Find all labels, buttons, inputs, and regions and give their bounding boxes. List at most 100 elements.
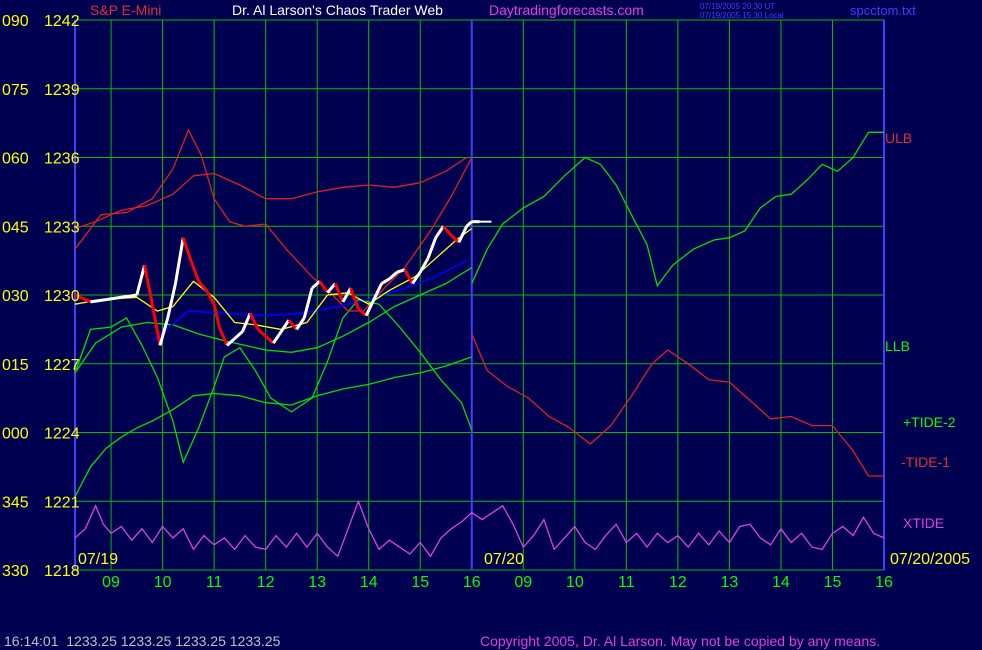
tide-minus-label: -TIDE-1 (901, 454, 950, 470)
x-tick-1: 10 (154, 574, 172, 591)
price-segment-31 (333, 282, 345, 303)
price-segment-6 (143, 264, 154, 305)
tide-plus-label: +TIDE-2 (903, 414, 956, 430)
price-segment-40 (403, 269, 414, 285)
y-tick-degree-1: 075 (2, 82, 29, 99)
price-segment-35 (364, 298, 376, 317)
price-segment-9 (166, 283, 177, 319)
price-segment-14 (205, 289, 216, 305)
lower-band-line (74, 266, 473, 374)
price-segment-17 (226, 337, 236, 347)
price-segment-48 (465, 220, 473, 228)
x-tick-8: 09 (514, 574, 532, 591)
price-segment-4 (121, 293, 138, 299)
x-tick-5: 14 (360, 574, 378, 591)
timestamp-ut: 07/19/2005 20:30 UT (700, 2, 775, 11)
y-tick-price-2: 1236 (44, 151, 80, 168)
price-segment-37 (380, 277, 391, 285)
price-segment-24 (279, 319, 291, 333)
price-segment-42 (418, 257, 430, 273)
date-label-day1: 07/19 (78, 551, 118, 568)
x-tick-10: 11 (618, 574, 635, 591)
ulb-line (74, 128, 473, 312)
llb-line (74, 298, 473, 465)
date-label-day2: 07/20 (484, 551, 524, 568)
x-tick-9: 10 (566, 574, 584, 591)
data-file-name: spcctom.txt (850, 3, 916, 18)
y-tick-price-8: 1218 (44, 563, 80, 580)
x-tick-7: 16 (463, 574, 481, 591)
price-segment-8 (158, 317, 170, 346)
price-segment-15 (212, 303, 221, 328)
y-tick-degree-5: 015 (2, 357, 29, 374)
price-segment-26 (295, 317, 306, 331)
price-segment-41 (411, 271, 422, 285)
y-tick-degree-7: 345 (2, 494, 29, 511)
price-segment-13 (197, 280, 208, 292)
price-segment-39 (396, 268, 406, 274)
x-tick-4: 13 (308, 574, 326, 591)
grid (74, 19, 885, 571)
price-segment-2 (90, 298, 107, 304)
y-tick-price-5: 1227 (44, 357, 80, 374)
y-tick-price-3: 1233 (44, 219, 80, 236)
site-link[interactable]: Daytradingforecasts.com (489, 2, 644, 18)
y-tick-price-4: 1230 (44, 288, 80, 305)
tide-minus-line (471, 333, 884, 477)
price-segment-36 (372, 282, 383, 301)
price-segment-22 (264, 335, 275, 345)
y-tick-degree-6: 000 (2, 426, 29, 443)
llb-label: LLB (885, 338, 910, 354)
price-segment-43 (426, 237, 438, 259)
y-tick-degree-0: 090 (2, 13, 29, 30)
y-tick-price-0: 1242 (44, 13, 80, 30)
y-tick-degree-8: 330 (2, 563, 29, 580)
chart-title: Dr. Al Larson's Chaos Trader Web (232, 2, 443, 18)
y-tick-price-1: 1239 (44, 82, 80, 99)
price-segment-16 (217, 326, 229, 346)
price-segment-30 (326, 282, 337, 294)
y-tick-price-7: 1221 (44, 494, 80, 511)
x-tick-11: 12 (669, 574, 687, 591)
ulb-label: ULB (885, 130, 912, 146)
x-tick-2: 11 (206, 574, 223, 591)
timestamp-local: 07/19/2005 15:30 Local (700, 11, 784, 20)
x-tick-12: 13 (721, 574, 739, 591)
price-segment-46 (450, 234, 460, 244)
x-tick-6: 15 (411, 574, 429, 591)
price-segment-5 (135, 264, 147, 296)
trend-line (151, 259, 467, 342)
x-axis-labels: 09 10 11 12 13 14 15 16 09 10 11 12 13 14 15 16 (102, 574, 893, 591)
xtide-label: XTIDE (903, 515, 944, 531)
y-tick-price-6: 1224 (44, 426, 80, 443)
price-segment-33 (349, 287, 360, 310)
series-layer (74, 128, 885, 558)
price-segment-29 (318, 280, 329, 294)
y-tick-degree-2: 060 (2, 151, 29, 168)
y-tick-degree-3: 045 (2, 219, 29, 236)
price-segment-18 (233, 330, 244, 340)
price-segment-45 (442, 225, 453, 237)
price-segment-27 (302, 287, 314, 319)
x-tick-3: 12 (257, 574, 275, 591)
instrument-label: S&P E-Mini (90, 2, 161, 18)
xtide-line (74, 499, 885, 558)
price-segment-12 (189, 260, 201, 282)
price-segment-21 (256, 328, 267, 338)
date-label-end: 07/20/2005 (890, 551, 970, 568)
copyright-notice: Copyright 2005, Dr. Al Larson. May not b… (480, 633, 880, 649)
price-segment-10 (174, 237, 185, 284)
price-segment-7 (150, 303, 162, 346)
quote-readout: 16:14:01 1233.25 1233.25 1233.25 1233.25 (4, 633, 281, 649)
price-segment-47 (457, 225, 468, 243)
price-segment-1 (74, 293, 92, 304)
x-tick-14: 15 (824, 574, 842, 591)
price-segment-19 (241, 312, 252, 333)
x-tick-13: 14 (772, 574, 790, 591)
y-tick-degree-4: 030 (2, 288, 29, 305)
price-segment-28 (311, 280, 321, 290)
price-segment-34 (357, 307, 368, 317)
price-segment-25 (287, 319, 298, 331)
